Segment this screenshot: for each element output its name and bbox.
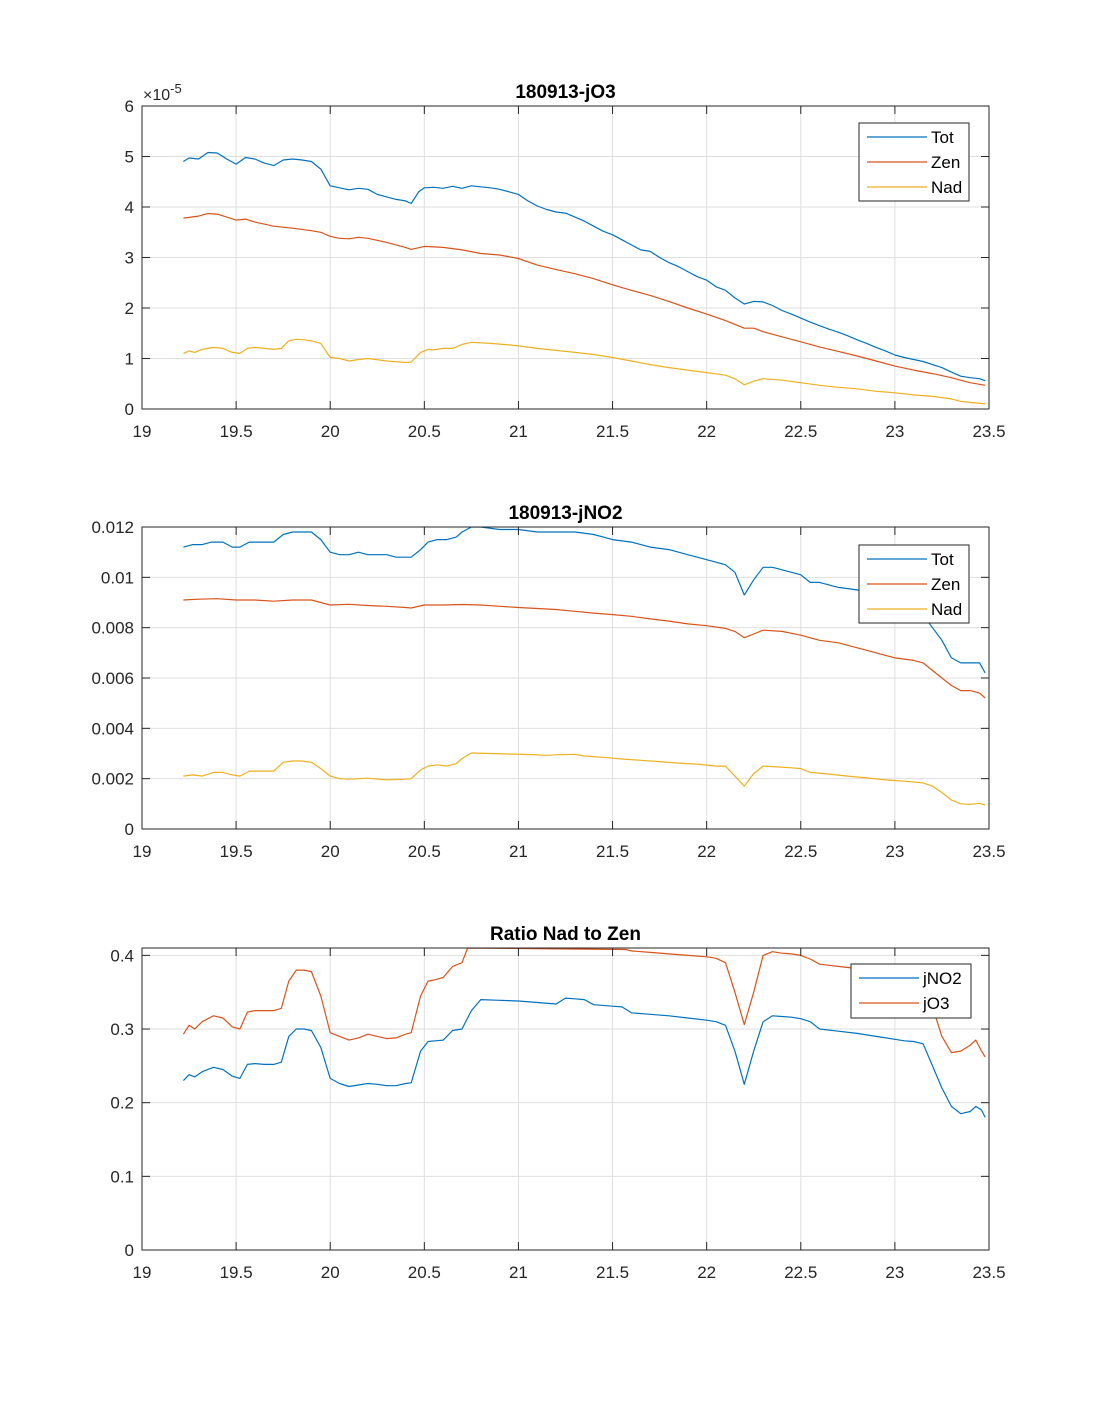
legend-label: jNO2 (922, 969, 962, 988)
y-tick-label: 0 (125, 1241, 134, 1260)
y-tick-label: 0.4 (110, 946, 134, 965)
x-tick-label: 21.5 (596, 422, 629, 441)
y-tick-label: 0.008 (91, 619, 134, 638)
y-tick-label: 0.2 (110, 1094, 134, 1113)
legend-label: Zen (931, 153, 960, 172)
legend: Tot Zen Nad (858, 544, 970, 624)
x-tick-label: 21 (509, 1263, 528, 1282)
y-tick-label: 0.01 (101, 568, 134, 587)
x-tick-label: 20 (321, 842, 340, 861)
x-tick-label: 23.5 (972, 1263, 1005, 1282)
y-tick-label: 0.3 (110, 1020, 134, 1039)
x-tick-label: 23 (885, 1263, 904, 1282)
y-tick-label: 0.002 (91, 770, 134, 789)
chart-title: 180913-jNO2 (508, 503, 622, 524)
series-line-zen (183, 598, 986, 699)
x-tick-label: 19 (133, 1263, 152, 1282)
series-line-jno2 (182, 997, 986, 1118)
legend-label: Nad (931, 600, 962, 619)
y-tick-label: 0 (125, 400, 134, 419)
legend-label: jO3 (922, 994, 949, 1013)
y-tick-label: 1 (125, 350, 134, 369)
y-tick-label: 0.012 (91, 518, 134, 537)
x-tick-label: 20.5 (408, 422, 441, 441)
y-exponent-label: ×10-5 (143, 81, 182, 104)
chart-panel-1: 19 19.5 20 20.5 21 21.5 22 22.5 23 23.50123456×10… (125, 81, 1006, 441)
x-tick-label: 22.5 (784, 842, 817, 861)
x-tick-label: 19.5 (220, 842, 253, 861)
y-tick-label: 5 (125, 148, 134, 167)
legend-label: Tot (931, 128, 954, 147)
series-line-nad (183, 338, 986, 405)
x-tick-label: 20.5 (408, 1263, 441, 1282)
series-group (183, 151, 986, 405)
y-tick-label: 2 (125, 299, 134, 318)
legend-label: Nad (931, 178, 962, 197)
legend-label: Zen (931, 575, 960, 594)
series-line-zen (183, 213, 986, 386)
x-tick-label: 22.5 (784, 1263, 817, 1282)
x-tick-label: 19 (133, 842, 152, 861)
x-tick-label: 23 (885, 422, 904, 441)
x-tick-label: 22 (697, 422, 716, 441)
x-tick-label: 22 (697, 1263, 716, 1282)
legend: jNO2 jO3 (850, 963, 972, 1019)
x-tick-label: 22 (697, 842, 716, 861)
x-tick-label: 21 (509, 422, 528, 441)
x-tick-label: 21.5 (596, 1263, 629, 1282)
x-tick-label: 20 (321, 422, 340, 441)
y-tick-label: 0.1 (110, 1167, 134, 1186)
y-tick-label: 0 (125, 820, 134, 839)
legend-label: Tot (931, 550, 954, 569)
x-tick-label: 21.5 (596, 842, 629, 861)
chart-title: Ratio Nad to Zen (490, 924, 641, 945)
chart-panel-2: 19 19.5 20 20.5 21 21.5 22 22.5 23 23.5 0 0.002 0.00… (91, 503, 1005, 861)
series-line-nad (183, 752, 986, 806)
x-tick-label: 23.5 (972, 422, 1005, 441)
x-tick-label: 19 (133, 422, 152, 441)
axes-box (141, 947, 990, 1251)
x-tick-label: 19.5 (220, 422, 253, 441)
chart-panel-3: 19 19.5 20 20.5 21 21.5 22 22.5 23 23.5 0 0.1 0.2 0.3… (110, 924, 1005, 1282)
legend: Tot Zen Nad (858, 122, 970, 202)
x-tick-label: 21 (509, 842, 528, 861)
y-tick-label: 4 (125, 198, 134, 217)
y-exponent-power: -5 (170, 81, 182, 96)
y-tick-label: 0.006 (91, 669, 134, 688)
y-tick-label: 0.004 (91, 719, 134, 738)
chart-title: 180913-jO3 (515, 82, 615, 103)
series-line-tot (183, 151, 986, 382)
x-tick-label: 20.5 (408, 842, 441, 861)
x-tick-label: 19.5 (220, 1263, 253, 1282)
y-tick-label: 6 (125, 97, 134, 116)
y-tick-label: 3 (125, 249, 134, 268)
x-tick-label: 22.5 (784, 422, 817, 441)
x-tick-label: 20 (321, 1263, 340, 1282)
legend-box (850, 963, 972, 1019)
x-tick-label: 23.5 (972, 842, 1005, 861)
x-tick-label: 23 (885, 842, 904, 861)
